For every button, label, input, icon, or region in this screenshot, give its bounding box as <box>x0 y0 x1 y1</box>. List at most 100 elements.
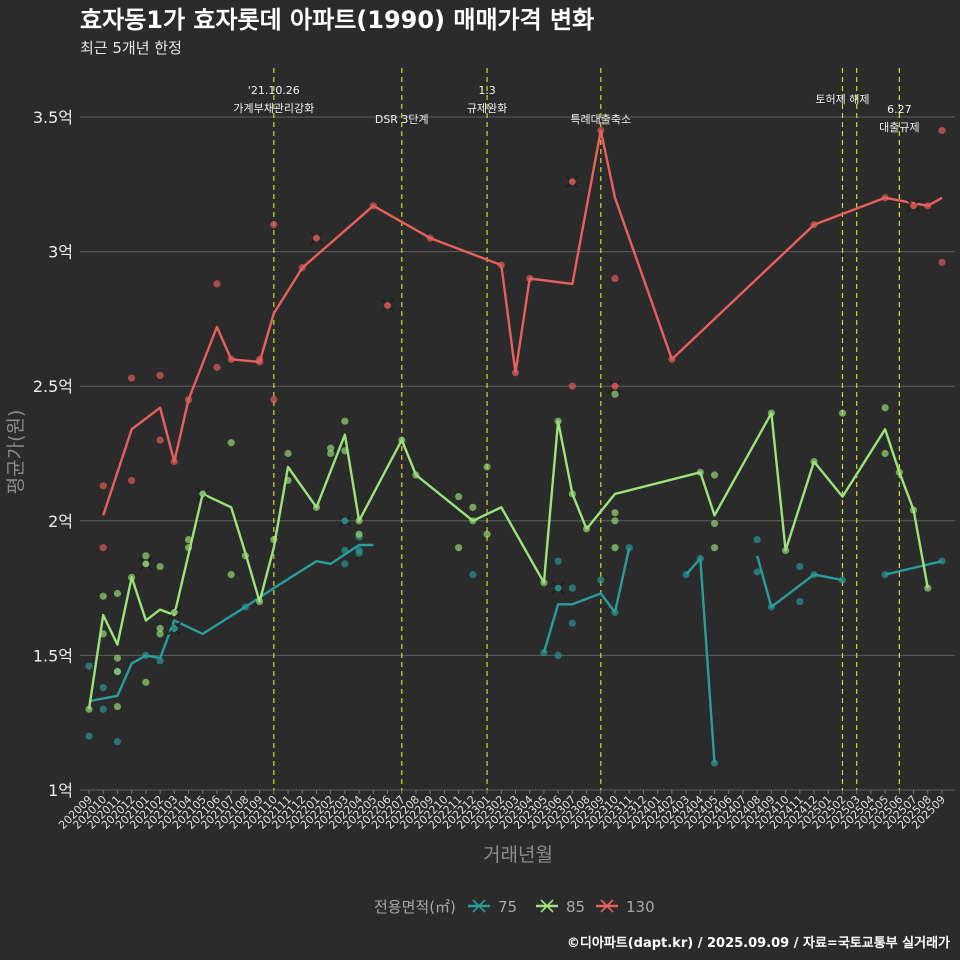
y-tick-labels: 1억 1.5억 2억 2.5억 3억 3.5억 <box>33 108 73 800</box>
legend-swatch-x <box>472 899 486 913</box>
data-point <box>270 536 278 544</box>
data-point <box>426 234 434 242</box>
series-line <box>884 560 943 576</box>
legend: 전용면적(㎡) 75 85 130 <box>374 898 655 916</box>
data-point <box>753 568 761 576</box>
data-point <box>938 557 946 565</box>
x-mark-point <box>611 382 619 390</box>
data-point <box>256 355 264 363</box>
data-point <box>412 471 420 479</box>
data-point <box>327 449 335 458</box>
data-point <box>227 355 235 363</box>
series-line <box>756 555 843 609</box>
data-point <box>99 544 107 552</box>
data-point <box>582 525 591 533</box>
data-point <box>469 571 477 579</box>
data-point <box>341 447 349 455</box>
data-point <box>284 476 292 485</box>
gridlines <box>80 116 955 791</box>
data-point <box>568 584 576 592</box>
data-point <box>85 705 93 713</box>
data-point <box>256 597 264 606</box>
data-point <box>455 492 463 501</box>
data-point <box>483 463 491 471</box>
legend-label: 75 <box>498 898 517 916</box>
data-point <box>156 630 164 638</box>
data-point <box>568 490 576 498</box>
data-point <box>184 544 193 552</box>
data-point <box>810 571 818 579</box>
x-mark-point <box>170 625 178 632</box>
data-point <box>710 544 719 552</box>
data-point <box>568 619 576 627</box>
x-mark-point <box>170 608 178 616</box>
data-point <box>341 546 349 555</box>
data-point <box>156 562 164 571</box>
data-point <box>184 536 193 544</box>
data-point <box>227 439 235 447</box>
data-point <box>99 482 107 490</box>
data-point <box>696 468 704 476</box>
y-tick-label: 3.5억 <box>33 108 73 127</box>
data-point <box>270 221 278 229</box>
data-point <box>156 657 164 665</box>
series-line <box>88 543 374 703</box>
data-point <box>469 517 477 525</box>
y-tick-label: 2.5억 <box>33 377 73 396</box>
y-tick-label: 1.5억 <box>33 646 73 665</box>
data-point <box>668 355 676 363</box>
data-point <box>554 557 562 565</box>
data-point <box>85 662 93 670</box>
x-mark-point <box>199 490 207 498</box>
data-point <box>113 737 122 746</box>
data-point <box>881 449 889 458</box>
x-mark-point <box>341 517 349 525</box>
event-label-date: 6.27 <box>887 103 912 116</box>
data-point <box>540 579 548 587</box>
x-mark-point <box>910 202 917 210</box>
y-tick-label: 2억 <box>48 512 73 531</box>
data-point <box>284 449 292 458</box>
data-point <box>128 374 136 382</box>
y-tick-label: 1억 <box>48 781 73 800</box>
data-point <box>99 592 107 600</box>
data-point <box>767 409 776 417</box>
data-point <box>142 678 150 686</box>
data-point <box>554 417 562 425</box>
source-caption: ©디아파트(dapt.kr) / 2025.09.09 / 자료=국토교통부 실… <box>567 935 950 951</box>
data-point <box>113 702 122 711</box>
data-point <box>838 576 847 584</box>
event-label-text: 특례대출축소 <box>570 113 631 126</box>
data-point <box>128 573 136 581</box>
data-point <box>895 468 903 476</box>
data-point <box>625 544 633 552</box>
data-point <box>881 571 889 579</box>
data-point <box>355 549 363 557</box>
data-point <box>113 589 122 598</box>
data-point <box>810 221 818 229</box>
legend-swatch-x <box>540 899 554 913</box>
data-point <box>270 396 278 404</box>
data-point <box>796 562 804 571</box>
data-point <box>341 560 349 568</box>
x-mark-point <box>554 584 562 592</box>
data-point <box>909 506 918 514</box>
data-point <box>924 202 932 210</box>
data-point <box>469 503 477 511</box>
data-point <box>796 597 804 606</box>
data-point <box>156 371 164 380</box>
event-label-date: 1.3 <box>478 84 496 97</box>
x-mark-point <box>313 234 320 242</box>
data-point <box>99 684 107 692</box>
data-point <box>355 517 363 525</box>
event-label-date: '21.10.26 <box>248 84 300 97</box>
data-point <box>455 544 463 552</box>
x-mark-point <box>384 302 391 309</box>
data-point <box>99 630 107 638</box>
y-axis-title: 평균가(원) <box>5 410 27 495</box>
data-point <box>611 390 619 398</box>
data-point <box>184 396 193 404</box>
